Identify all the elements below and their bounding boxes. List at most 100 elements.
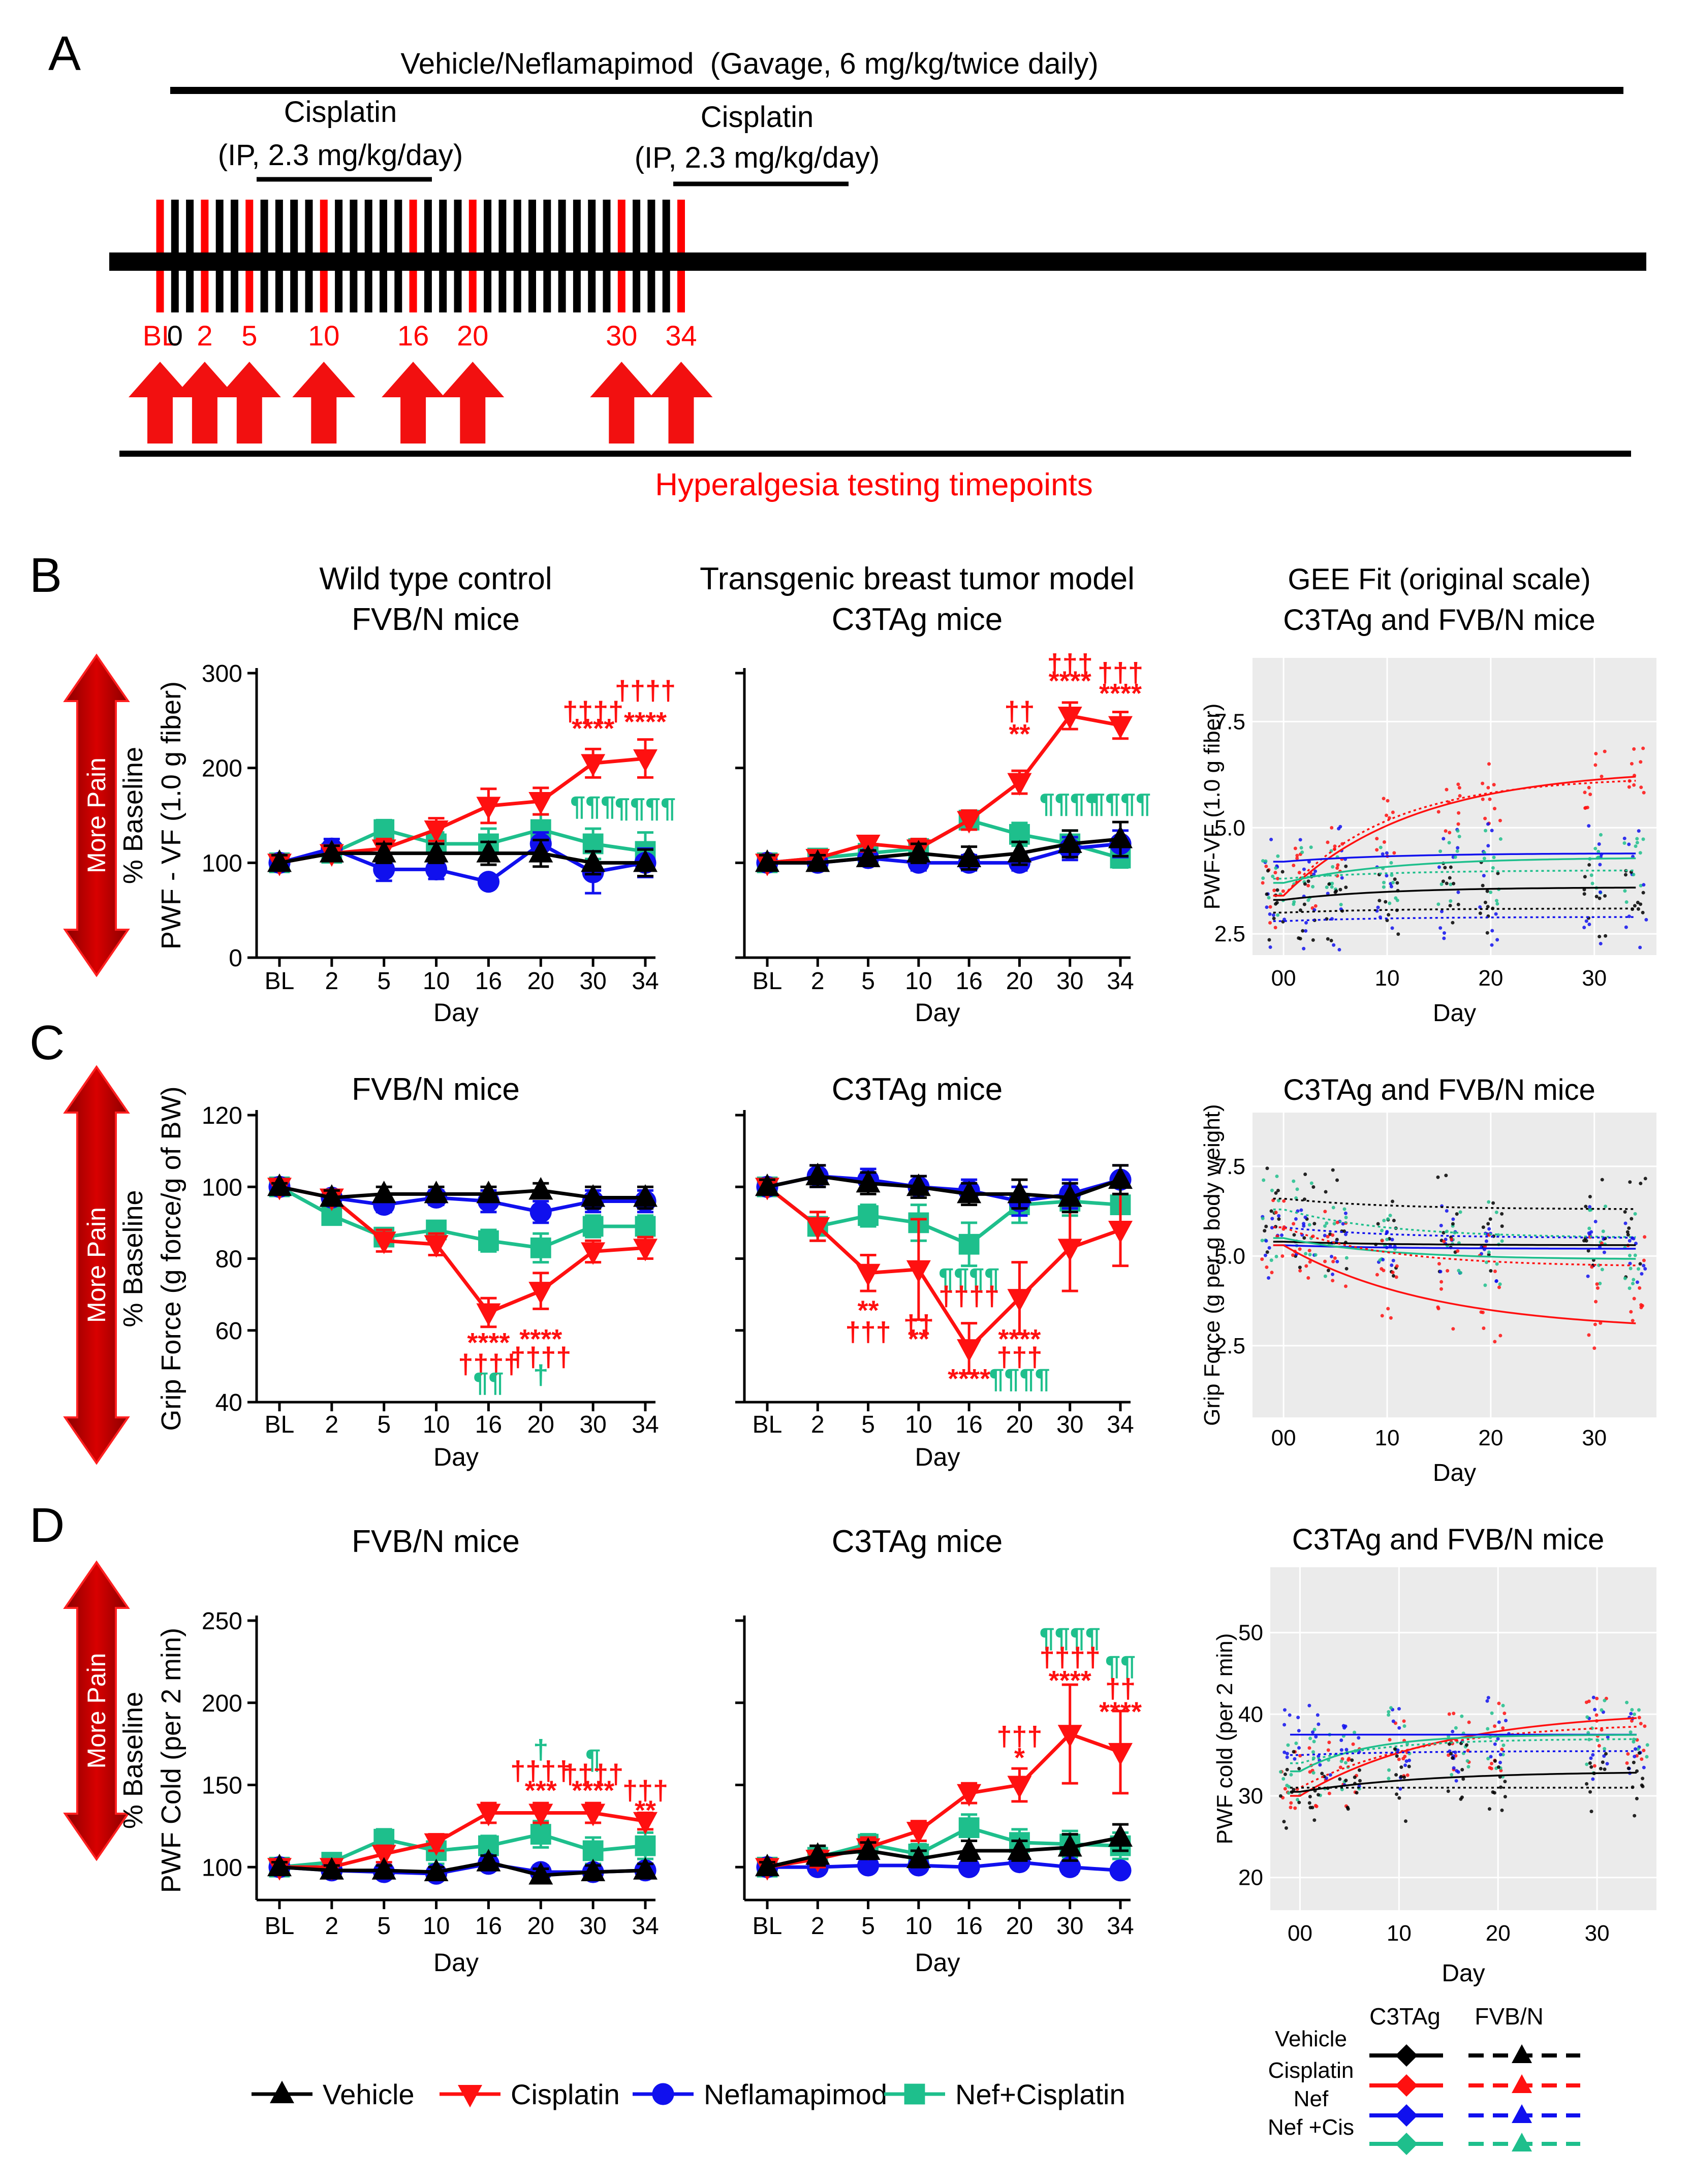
significance-mark: ¶	[585, 1744, 601, 1775]
raw-data-point	[1449, 1752, 1453, 1756]
raw-data-point	[1281, 1777, 1286, 1781]
raw-data-point	[1457, 811, 1461, 815]
raw-data-point	[1297, 871, 1301, 875]
raw-data-point	[1275, 1174, 1279, 1178]
raw-data-point	[1399, 1775, 1403, 1779]
raw-data-point	[1436, 902, 1441, 906]
raw-data-point	[1292, 1788, 1296, 1792]
raw-data-point	[1330, 885, 1334, 889]
raw-data-point	[1297, 1729, 1301, 1733]
raw-data-point	[1634, 1747, 1638, 1751]
raw-data-point	[1327, 882, 1331, 886]
raw-data-point	[1323, 1224, 1327, 1228]
raw-data-point	[1326, 840, 1330, 844]
raw-data-point	[1306, 879, 1310, 883]
row-label-d: D	[29, 1498, 65, 1553]
data-point	[476, 1849, 501, 1872]
raw-data-point	[1278, 1794, 1282, 1798]
raw-data-point	[1392, 851, 1396, 855]
raw-data-point	[1302, 946, 1306, 951]
y-axis-label: PWF cold (per 2 min)	[1212, 1633, 1237, 1845]
raw-data-point	[1498, 818, 1502, 822]
raw-data-point	[1302, 1236, 1306, 1240]
raw-data-point	[1276, 854, 1280, 858]
raw-data-point	[1308, 1260, 1312, 1264]
raw-data-point	[1493, 1759, 1497, 1763]
raw-data-point	[1375, 1273, 1379, 1277]
raw-data-point	[1632, 872, 1636, 876]
raw-data-point	[1300, 850, 1304, 854]
raw-data-point	[1498, 1753, 1503, 1757]
raw-data-point	[1285, 1752, 1289, 1756]
raw-data-point	[1386, 799, 1390, 803]
y-axis-label: % Baseline	[118, 747, 148, 884]
timeline-day-label: 20	[457, 320, 488, 352]
raw-data-point	[1395, 881, 1399, 885]
raw-data-point	[1626, 1766, 1631, 1770]
raw-data-point	[1504, 1719, 1508, 1723]
data-point	[528, 1177, 553, 1200]
data-point	[424, 820, 449, 843]
gee-fit-curve	[1273, 776, 1636, 897]
raw-data-point	[1298, 1754, 1302, 1758]
raw-data-point	[1312, 1222, 1317, 1226]
raw-data-point	[1598, 935, 1602, 939]
raw-data-point	[1585, 1782, 1589, 1786]
raw-data-point	[1385, 851, 1389, 855]
raw-data-point	[1503, 1795, 1507, 1799]
x-tick-label: 20	[527, 1411, 554, 1438]
significance-mark: ****	[1049, 666, 1091, 697]
raw-data-point	[1461, 1777, 1465, 1781]
gee-fit-curve	[1273, 780, 1636, 897]
row-label-b: B	[29, 548, 62, 603]
pain-arrow-shape	[63, 1560, 130, 1861]
raw-data-point	[1643, 1235, 1647, 1239]
raw-data-point	[1380, 1239, 1384, 1243]
raw-data-point	[1304, 929, 1308, 933]
raw-data-point	[1269, 1209, 1273, 1213]
raw-data-point	[1643, 1267, 1647, 1271]
data-point	[1108, 1221, 1133, 1244]
significance-mark: **	[858, 1295, 879, 1326]
raw-data-point	[1398, 1787, 1402, 1791]
data-point	[906, 1260, 931, 1283]
data-point	[424, 1180, 449, 1204]
data-point	[856, 1169, 881, 1193]
raw-data-point	[1445, 787, 1449, 792]
x-tick-label: 2	[811, 1411, 825, 1438]
raw-data-points	[1261, 746, 1648, 952]
raw-data-point	[1396, 1748, 1400, 1752]
raw-data-point	[1296, 1716, 1300, 1720]
data-point	[267, 1173, 292, 1196]
data-point	[805, 1217, 830, 1240]
raw-data-point	[1633, 904, 1637, 908]
data-point	[1108, 1743, 1133, 1766]
raw-data-point	[1265, 1265, 1269, 1269]
raw-data-point	[1266, 869, 1270, 873]
data-point	[476, 1180, 501, 1204]
raw-data-point	[1329, 938, 1333, 942]
raw-data-point	[1331, 1168, 1335, 1172]
raw-data-point	[1488, 797, 1492, 801]
series-line	[279, 851, 645, 865]
raw-data-point	[1488, 1217, 1492, 1221]
raw-data-point	[1493, 807, 1497, 811]
raw-data-point	[1268, 905, 1272, 909]
x-tick-label: BL	[753, 1913, 783, 1940]
raw-data-point	[1586, 1274, 1590, 1278]
raw-data-point	[1600, 1178, 1604, 1182]
raw-data-point	[1260, 1257, 1264, 1261]
data-point	[633, 1857, 658, 1880]
raw-data-point	[1454, 1754, 1458, 1758]
cisplatin-1-name: Cisplatin	[284, 96, 397, 129]
raw-data-point	[1586, 1249, 1590, 1253]
data-point	[1057, 1239, 1082, 1261]
raw-data-point	[1594, 752, 1598, 756]
raw-data-point	[1478, 905, 1482, 909]
raw-data-point	[1331, 1233, 1335, 1237]
raw-data-point	[1587, 1226, 1591, 1230]
raw-data-point	[1289, 1806, 1293, 1810]
raw-data-point	[1632, 1278, 1636, 1282]
raw-data-point	[1456, 829, 1460, 833]
